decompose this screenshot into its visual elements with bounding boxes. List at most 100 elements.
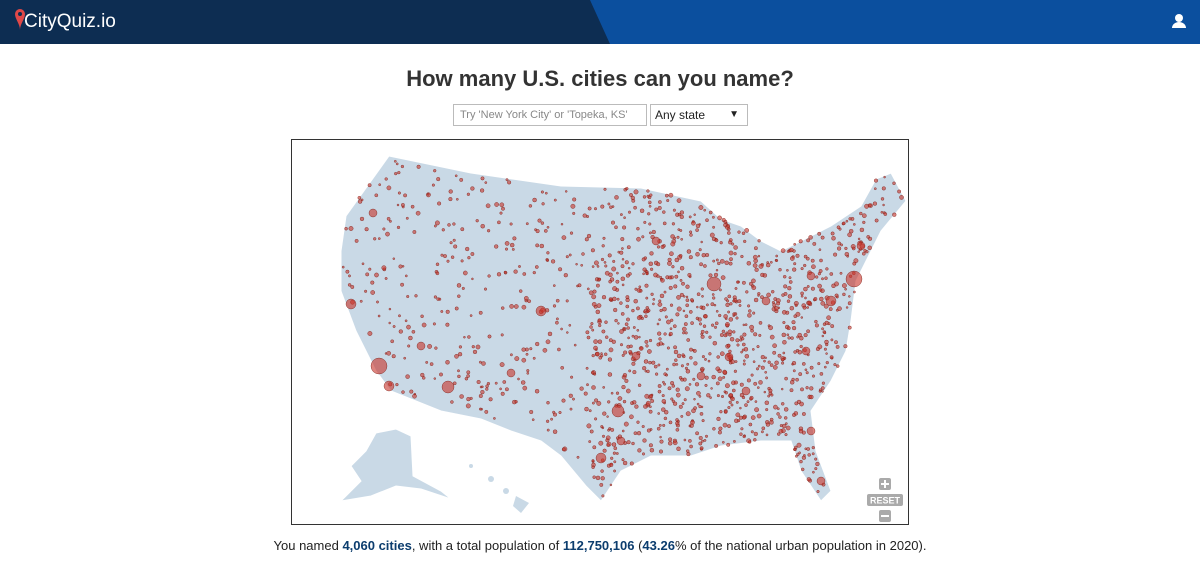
city-dot (656, 322, 660, 326)
city-dot (897, 189, 901, 194)
city-dot (454, 306, 459, 311)
city-dot (642, 272, 645, 276)
city-dot (638, 346, 644, 351)
map[interactable]: RESET (291, 139, 909, 525)
city-dot (818, 269, 823, 273)
city-dot (774, 306, 779, 311)
logo-pin[interactable] (15, 9, 25, 30)
city-dot (730, 396, 735, 402)
city-dot (757, 364, 761, 368)
city-dot (654, 372, 659, 376)
city-dot (433, 169, 437, 173)
city-dot (709, 396, 712, 399)
city-dot (663, 416, 668, 421)
city-dot (638, 285, 642, 289)
city-dot (471, 277, 474, 281)
city-dot (765, 376, 768, 380)
city-dot (847, 325, 852, 330)
logo[interactable]: CityQuiz.io (24, 11, 116, 32)
city-dot (591, 459, 595, 463)
city-dot (626, 245, 631, 250)
city-dot (859, 211, 863, 216)
city-dot (637, 383, 642, 387)
city-dot (654, 207, 659, 212)
city-dot (677, 270, 680, 274)
state-select[interactable]: Any state ▼ (650, 104, 748, 126)
city-dot (481, 385, 484, 388)
city-dot (880, 197, 885, 201)
city-dot (744, 228, 750, 233)
city-dot (600, 476, 605, 481)
city-dot (781, 387, 784, 391)
city-dot (614, 195, 619, 200)
user-icon[interactable] (1172, 14, 1186, 28)
city-dot (859, 227, 865, 233)
city-dot (806, 238, 810, 243)
city-dot (685, 284, 690, 289)
city-dot (811, 446, 815, 450)
city-dot (662, 307, 667, 312)
city-dot (699, 446, 704, 451)
city-dot (405, 216, 409, 220)
city-dot (676, 198, 682, 203)
city-dot (777, 432, 781, 436)
city-dot (386, 350, 392, 356)
city-dot (656, 426, 661, 431)
city-dot (455, 197, 459, 201)
city-dot (602, 434, 606, 438)
city-dot (824, 339, 829, 345)
city-dot (754, 407, 759, 413)
city-dot (716, 394, 720, 398)
city-dot (782, 309, 787, 315)
city-dot (370, 280, 375, 285)
city-dot (809, 386, 814, 391)
city-dot (581, 252, 585, 256)
city-dot (464, 377, 469, 381)
city-dot (622, 327, 626, 331)
city-dot (783, 284, 788, 289)
city-dot (531, 418, 535, 422)
city-dot (770, 260, 773, 264)
city-dot (518, 265, 521, 268)
city-dot (665, 193, 669, 198)
city-dot (752, 263, 758, 268)
city-dot (727, 310, 730, 314)
city-dot (733, 369, 737, 373)
city-dot (583, 391, 588, 396)
city-dot (761, 426, 766, 431)
city-input[interactable]: Try 'New York City' or 'Topeka, KS' (453, 104, 647, 126)
city-dot (685, 369, 691, 374)
city-dot (822, 322, 827, 326)
city-dot (445, 322, 450, 327)
city-dot (651, 360, 656, 365)
city-dot (733, 245, 738, 250)
city-dot (636, 226, 640, 231)
city-dot (648, 409, 653, 414)
city-dot (405, 374, 410, 379)
city-dot (689, 347, 693, 352)
city-dot (821, 386, 825, 390)
city-dot (802, 412, 806, 416)
city-dot (499, 362, 505, 367)
city-dot (670, 241, 676, 247)
city-dot (673, 236, 677, 240)
city-dot (724, 297, 728, 301)
city-dot (513, 269, 518, 274)
city-dot (534, 389, 540, 394)
city-dot (659, 439, 664, 444)
city-dot (770, 393, 774, 397)
city-dot (622, 373, 627, 378)
city-dot (434, 220, 440, 226)
city-dot (615, 279, 620, 284)
city-dot (370, 357, 388, 375)
city-dot (604, 270, 610, 276)
city-dot (732, 330, 736, 334)
city-dot (486, 382, 490, 386)
city-dot (390, 339, 395, 344)
city-dot (820, 301, 826, 306)
city-dot (648, 261, 653, 266)
city-dots (341, 159, 904, 498)
city-dot (662, 221, 667, 226)
city-dot (821, 381, 825, 385)
reset-button[interactable] (867, 494, 903, 506)
